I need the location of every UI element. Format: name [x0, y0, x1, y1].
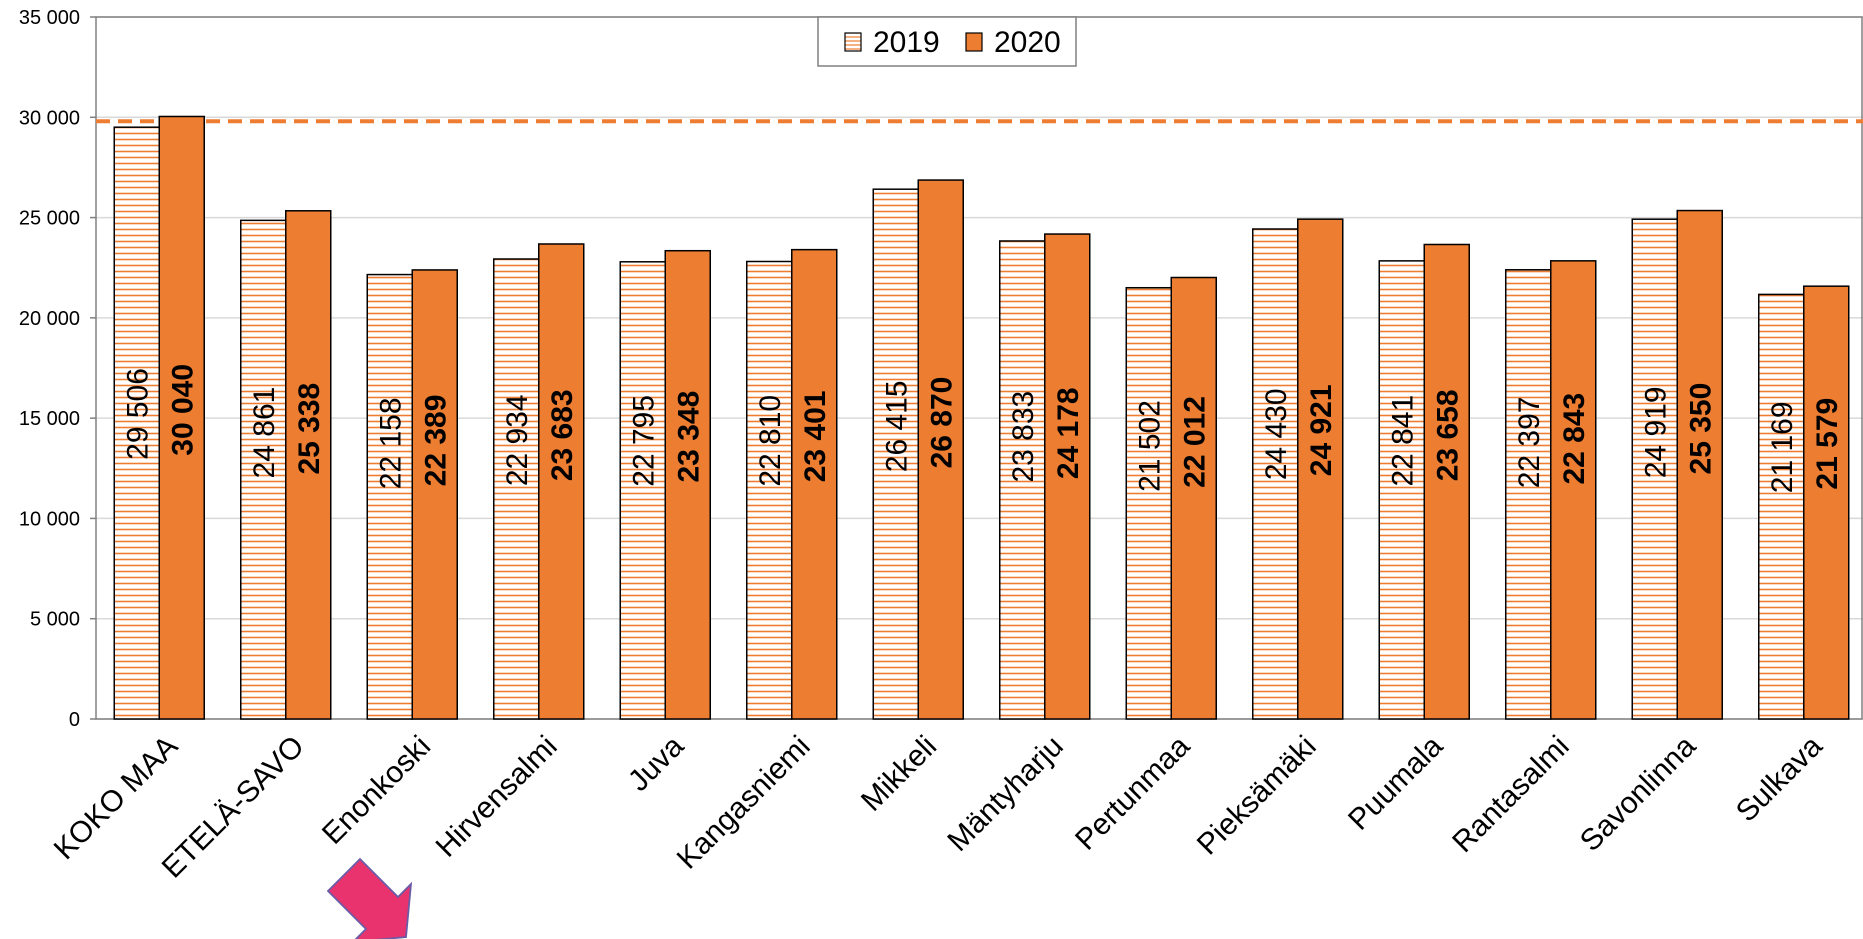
y-tick-label: 35 000	[19, 7, 80, 29]
legend-label-2019: 2019	[873, 26, 940, 59]
bar-2020	[917, 179, 964, 720]
value-labels: 29 506 30 040 24 861 25 338 22 158 22 389 22 9…	[122, 364, 1845, 493]
annotation-layer	[326, 857, 413, 939]
bar-2020	[1170, 276, 1217, 720]
data-label-2019: 24 430	[1260, 388, 1293, 480]
bar-2020	[1044, 233, 1091, 720]
bar-2019	[872, 188, 919, 720]
data-label-2020: 22 012	[1179, 396, 1212, 488]
x-tick-label: Rantasalmi	[1446, 730, 1575, 859]
bar-2020	[664, 249, 711, 720]
data-label-2020: 24 921	[1305, 384, 1338, 476]
bar-2020	[538, 243, 585, 720]
data-label-2020: 23 401	[799, 391, 832, 483]
bar-2019	[1631, 218, 1678, 720]
data-label-2019: 23 833	[1007, 391, 1040, 483]
data-label-2020: 24 178	[1052, 387, 1085, 479]
data-label-2020: 22 843	[1558, 393, 1591, 485]
data-label-2019: 22 397	[1513, 397, 1546, 489]
x-tick-label: Mikkeli	[855, 730, 943, 818]
legend-swatch-2019	[844, 32, 862, 52]
x-tick-label: Enonkoski	[316, 730, 437, 851]
data-label-2020: 23 348	[673, 391, 706, 483]
data-label-2020: 23 683	[546, 389, 579, 481]
x-tick-label: Pertunmaa	[1069, 729, 1196, 856]
y-tick-label: 25 000	[19, 208, 80, 230]
data-label-2020: 26 870	[926, 377, 959, 469]
bar-2019	[1505, 269, 1552, 720]
bar-2019	[1125, 286, 1172, 720]
legend-label-2020: 2020	[994, 26, 1061, 59]
bar-2019	[999, 240, 1046, 720]
bar-2020	[791, 248, 838, 720]
bar-2019	[1378, 260, 1425, 720]
data-label-2020: 21 579	[1811, 398, 1844, 490]
x-tick-label: KOKO MAA	[48, 730, 185, 867]
bar-2020	[1423, 243, 1470, 720]
data-label-2019: 21 502	[1134, 400, 1167, 492]
data-label-2019: 26 415	[881, 380, 914, 472]
data-label-2020: 25 338	[293, 383, 326, 475]
y-axis: 0 5 000 10 000 15 000 20 000 25 000 30 000 35 0…	[19, 7, 96, 731]
y-tick-label: 5 000	[30, 609, 80, 631]
legend: 2019 2020	[817, 16, 1077, 67]
data-label-2019: 22 934	[501, 394, 534, 486]
data-label-2019: 22 158	[375, 397, 408, 489]
x-tick-label: Puumala	[1342, 729, 1449, 836]
y-tick-label: 10 000	[19, 508, 80, 530]
data-label-2019: 22 810	[754, 395, 787, 487]
x-tick-label: Juva	[622, 729, 690, 797]
bar-2020	[1297, 218, 1344, 720]
data-label-2019: 24 919	[1640, 386, 1673, 478]
bar-2019	[240, 219, 287, 720]
data-label-2019: 21 169	[1766, 401, 1799, 493]
data-label-2020: 22 389	[420, 395, 453, 487]
bar-2020	[158, 115, 205, 720]
y-tick-label: 15 000	[19, 408, 80, 430]
data-label-2020: 30 040	[167, 364, 200, 456]
y-tick-label: 30 000	[19, 107, 80, 129]
y-tick-label: 20 000	[19, 308, 80, 330]
bar-2020	[411, 269, 458, 720]
bar-2020	[285, 210, 332, 720]
data-label-2019: 22 841	[1387, 395, 1420, 487]
bar-2020	[1550, 260, 1597, 720]
legend-swatch-2020	[965, 32, 983, 52]
data-label-2020: 25 350	[1685, 383, 1718, 475]
x-tick-label: Sulkava	[1730, 729, 1829, 828]
bar-2020	[1676, 209, 1723, 720]
data-label-2020: 23 658	[1432, 389, 1465, 481]
data-label-2019: 24 861	[248, 387, 281, 479]
bar-2019	[1252, 228, 1299, 720]
x-tick-label: Pieksämäki	[1191, 730, 1323, 862]
bar-2019	[493, 258, 540, 720]
y-tick-label: 0	[69, 709, 80, 731]
x-tick-label: Hirvensalmi	[430, 730, 564, 864]
bars	[113, 115, 1850, 720]
arrow-annotation	[326, 857, 413, 939]
data-label-2019: 22 795	[628, 395, 661, 487]
x-tick-label: Mäntyharju	[941, 730, 1069, 858]
data-label-2019: 29 506	[122, 368, 155, 460]
bar-2019	[366, 273, 413, 720]
x-tick-label: Kangasniemi	[671, 730, 817, 876]
bar-2020	[1803, 285, 1850, 720]
bar-2019	[746, 260, 793, 720]
bar-2019	[113, 126, 160, 720]
x-tick-label: Savonlinna	[1574, 729, 1703, 858]
bar-2019	[1758, 293, 1805, 720]
bar-2019	[619, 261, 666, 720]
